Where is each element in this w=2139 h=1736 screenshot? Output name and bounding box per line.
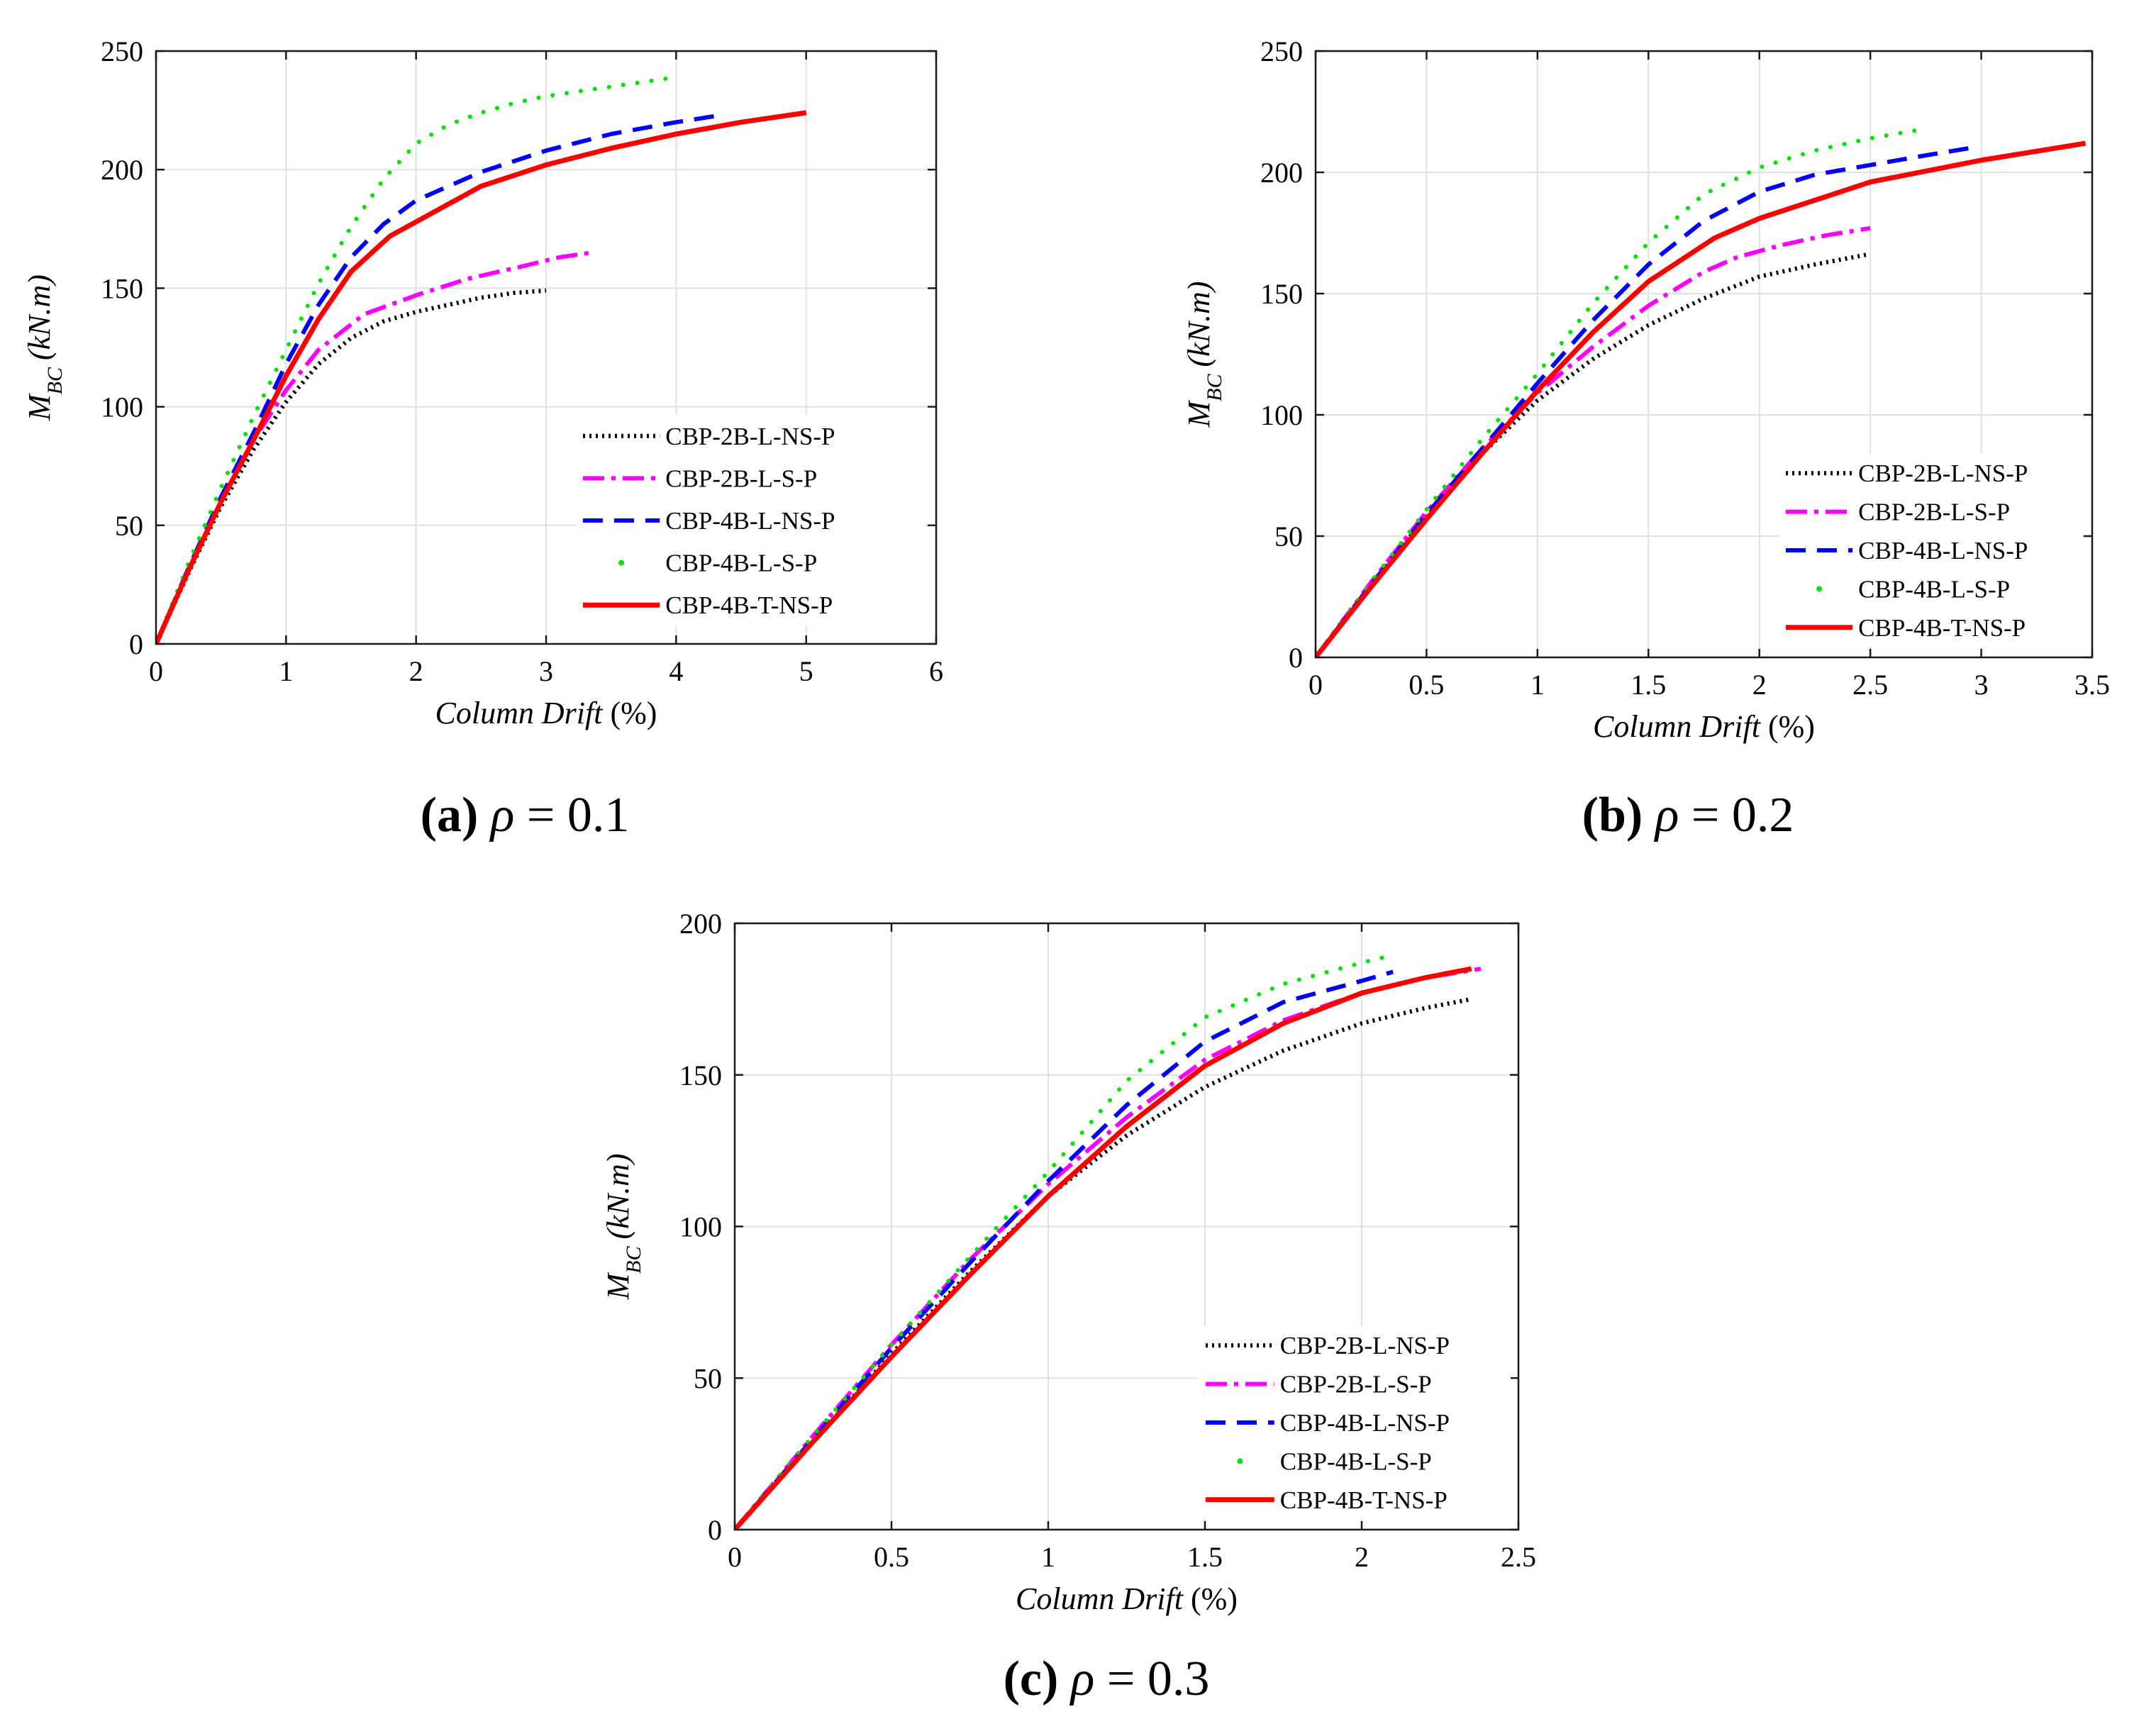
y-tick-label: 200: [679, 908, 722, 940]
x-tick-label: 0.5: [874, 1541, 909, 1573]
y-tick-label: 0: [129, 628, 143, 660]
legend-entry-label: CBP-4B-T-NS-P: [1280, 1486, 1448, 1514]
x-tick-label: 0: [728, 1541, 742, 1573]
x-tick-label: 4: [669, 655, 683, 687]
series-line-cbp-4b-l-s-p: [1316, 126, 1928, 657]
x-axis-label: Column Drift (%): [1593, 709, 1815, 744]
x-tick-label: 5: [799, 655, 813, 687]
plot-frame: [1314, 50, 2094, 659]
y-tick-label: 250: [1260, 35, 1303, 67]
legend-entry-label: CBP-4B-L-S-P: [1858, 575, 2010, 603]
legend-entry-label: CBP-4B-T-NS-P: [665, 591, 833, 619]
x-tick-label: 1.5: [1630, 669, 1666, 701]
y-tick-label: 150: [1260, 278, 1303, 310]
chart-panel-b: 0 0.5 1 1.5 2 2.5 3 3.5 0 50 100 150 200 250 Column Dr…: [1182, 35, 2110, 842]
legend-entry-label: CBP-2B-L-NS-P: [1280, 1332, 1450, 1359]
legend-entry-label: CBP-4B-L-NS-P: [1280, 1409, 1450, 1437]
y-tick-label: 0: [1289, 642, 1303, 674]
y-tick-label: 50: [1274, 521, 1303, 552]
legend-entry-label: CBP-2B-L-NS-P: [1858, 460, 2028, 487]
x-tick-label: 0: [149, 655, 163, 687]
series-line-cbp-2b-l-ns-p: [735, 996, 1472, 1530]
y-tick-label: 200: [1260, 157, 1303, 189]
panel-caption: (a) ρ = 0.1: [421, 788, 630, 842]
x-tick-label: 2: [409, 655, 423, 687]
y-axis-label: MBC(kN.m): [601, 1154, 645, 1301]
y-tick-label: 0: [708, 1514, 722, 1546]
chart-panel-c: 0 0.5 1 1.5 2 2.5 0 50 100 150 200 Column Drift (%)…: [601, 908, 1536, 1706]
legend-swatch: [1816, 586, 1823, 592]
y-axis-label: MBC(kN.m): [1182, 282, 1226, 428]
x-tick-label: 2.5: [1501, 1541, 1536, 1573]
x-tick-label: 1: [1530, 669, 1545, 701]
series-line-cbp-2b-l-s-p: [156, 250, 592, 644]
series-line-cbp-2b-l-ns-p: [1316, 252, 1867, 657]
chart-panel-a: 0 1 2 3 4 5 6 0 50 100 150 200 250 Column Drift (%) MB…: [22, 35, 943, 842]
legend-entry-label: CBP-4B-L-NS-P: [665, 507, 835, 535]
legend: CBP-2B-L-NS-P CBP-2B-L-S-P CBP-4B-L-NS-P CB…: [576, 415, 925, 626]
series-line-cbp-4b-l-ns-p: [1316, 145, 1971, 657]
series-line-cbp-2b-l-ns-p: [156, 288, 547, 644]
x-tick-label: 2: [1355, 1541, 1369, 1573]
panel-caption: (c) ρ = 0.3: [1004, 1652, 1210, 1706]
y-tick-label: 100: [1260, 399, 1303, 431]
legend: CBP-2B-L-NS-P CBP-2B-L-S-P CBP-4B-L-NS-P CB…: [1199, 1326, 1511, 1519]
y-tick-label: 150: [101, 272, 143, 304]
y-tick-label: 250: [101, 35, 143, 67]
x-tick-label: 0.5: [1409, 669, 1444, 701]
x-tick-label: 1: [1041, 1541, 1055, 1573]
x-tick-label: 3.5: [2074, 669, 2110, 701]
legend-entry-label: CBP-2B-L-NS-P: [665, 423, 835, 450]
y-tick-label: 50: [115, 510, 143, 542]
legend-entry-label: CBP-4B-L-S-P: [1280, 1447, 1432, 1475]
x-tick-label: 0: [1309, 669, 1323, 701]
y-tick-label: 150: [679, 1059, 722, 1091]
series-line-cbp-4b-t-ns-p: [1316, 140, 2087, 657]
x-tick-label: 2: [1752, 669, 1767, 701]
panel-caption: (b) ρ = 0.2: [1582, 788, 1794, 842]
legend-entry-label: CBP-4B-L-S-P: [665, 550, 817, 577]
x-tick-label: 1: [279, 655, 293, 687]
x-axis-label: Column Drift (%): [435, 696, 657, 730]
legend-entry-label: CBP-2B-L-S-P: [1858, 499, 2010, 526]
x-tick-label: 1.5: [1187, 1541, 1223, 1573]
legend-entry-label: CBP-2B-L-S-P: [665, 464, 817, 492]
x-tick-label: 3: [1974, 669, 1989, 701]
x-tick-label: 2.5: [1852, 669, 1888, 701]
legend-entry-label: CBP-4B-L-NS-P: [1858, 537, 2028, 564]
y-axis-label: MBC(kN.m): [22, 274, 67, 421]
legend: CBP-2B-L-NS-P CBP-2B-L-S-P CBP-4B-L-NS-P CB…: [1779, 454, 2082, 647]
series-line-cbp-4b-t-ns-p: [156, 110, 807, 644]
y-tick-label: 50: [694, 1362, 722, 1394]
legend-swatch: [618, 560, 625, 566]
legend-swatch: [1237, 1458, 1243, 1464]
y-tick-label: 100: [679, 1211, 722, 1243]
legend-entry-label: CBP-4B-T-NS-P: [1858, 614, 2026, 642]
x-tick-label: 3: [539, 655, 553, 687]
x-axis-label: Column Drift (%): [1016, 1581, 1238, 1616]
legend-entry-label: CBP-2B-L-S-P: [1280, 1371, 1432, 1398]
x-tick-label: 6: [929, 655, 943, 687]
y-tick-label: 200: [101, 154, 143, 186]
series-line-cbp-4b-t-ns-p: [735, 966, 1472, 1530]
y-tick-label: 100: [101, 391, 143, 423]
